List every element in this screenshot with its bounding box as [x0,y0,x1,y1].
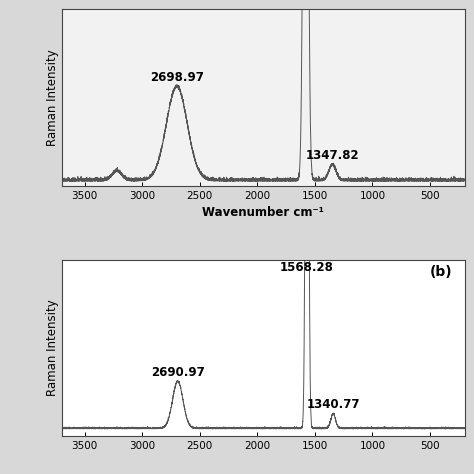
Text: 2690.97: 2690.97 [151,366,205,379]
Text: 1347.82: 1347.82 [306,149,359,163]
Text: 1568.28: 1568.28 [280,262,334,274]
Text: (b): (b) [430,265,452,279]
Text: 2698.97: 2698.97 [150,72,204,84]
X-axis label: Wavenumber cm⁻¹: Wavenumber cm⁻¹ [202,206,324,219]
Y-axis label: Raman Intensity: Raman Intensity [46,49,59,146]
Text: 1340.77: 1340.77 [307,398,360,411]
Y-axis label: Raman Intensity: Raman Intensity [46,300,59,396]
